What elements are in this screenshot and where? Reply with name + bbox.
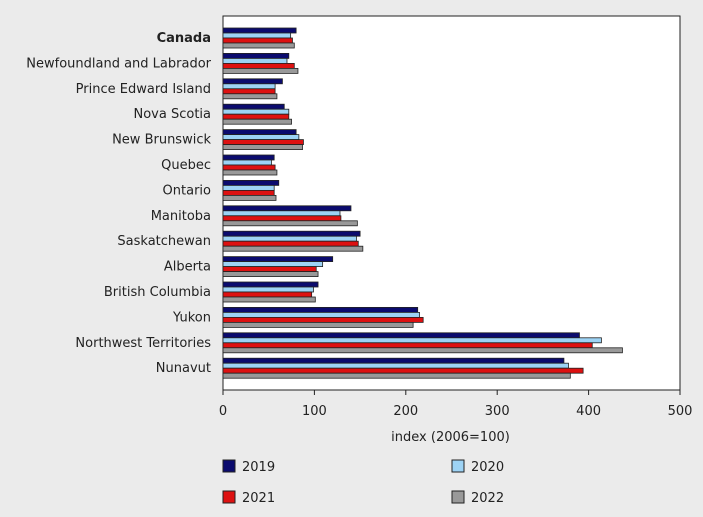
category-label: British Columbia (104, 285, 211, 300)
bar-2019-northwest-territories (222, 332, 580, 339)
x-tick-label: 0 (219, 404, 227, 419)
x-tick-label: 400 (576, 404, 601, 419)
legend-swatch-2021 (222, 490, 236, 504)
bar-2021-new-brunswick (222, 139, 304, 146)
bar-2019-nunavut (222, 357, 565, 364)
bar-2022-manitoba (222, 220, 358, 227)
bar-2022-alberta (222, 271, 319, 278)
x-axis-label: index (2006=100) (391, 430, 510, 445)
bar-2020-nunavut (222, 362, 569, 369)
bar-2019-quebec (222, 154, 275, 161)
category-label: Nova Scotia (134, 107, 212, 122)
bar-2022-newfoundland-and-labrador (222, 68, 299, 74)
bar-2021-nova-scotia (222, 113, 290, 120)
bar-2019-new-brunswick (222, 129, 297, 136)
x-tick-label: 100 (302, 404, 327, 419)
bar-2020-northwest-territories (222, 337, 602, 344)
bar-2020-canada (222, 32, 292, 39)
legend-label-2019: 2019 (242, 460, 275, 475)
legend-swatch-2020 (451, 459, 465, 473)
bar-2021-quebec (222, 164, 276, 171)
bar-2022-ontario (222, 194, 277, 201)
bar-2022-yukon (222, 321, 414, 328)
legend-label-2022: 2022 (471, 491, 504, 506)
bar-2022-prince-edward-island (222, 93, 278, 100)
bar-2021-newfoundland-and-labrador (222, 63, 295, 69)
category-label: Alberta (164, 260, 211, 275)
bar-2019-british-columbia (222, 281, 319, 288)
x-tick-label: 500 (668, 404, 693, 419)
category-label: Canada (157, 31, 211, 46)
legend-label-2020: 2020 (471, 460, 504, 475)
bar-2021-ontario (222, 189, 275, 196)
bar-2020-manitoba (222, 210, 341, 217)
bar-2019-prince-edward-island (222, 78, 283, 85)
bar-2021-alberta (222, 266, 317, 273)
bar-2022-saskatchewan (222, 245, 364, 252)
bar-2022-nunavut (222, 372, 571, 379)
bar-2019-nova-scotia (222, 103, 285, 110)
bar-2020-alberta (222, 261, 324, 268)
bar-2022-british-columbia (222, 296, 316, 303)
legend-swatch-2019 (222, 459, 236, 473)
bar-2019-canada (222, 27, 297, 34)
category-label: Saskatchewan (117, 234, 211, 249)
bar-2021-northwest-territories (222, 342, 593, 349)
category-label: New Brunswick (112, 133, 211, 148)
bar-2020-ontario (222, 184, 275, 191)
x-tick-label: 200 (393, 404, 418, 419)
bar-2020-newfoundland-and-labrador (222, 58, 288, 64)
legend-swatch-2022 (451, 490, 465, 504)
bar-2022-northwest-territories (222, 347, 623, 354)
category-label: Nunavut (156, 361, 211, 376)
bar-2020-prince-edward-island (222, 83, 276, 90)
bar-2021-manitoba (222, 215, 342, 222)
category-label: Ontario (163, 183, 211, 198)
bar-2022-nova-scotia (222, 118, 292, 125)
bar-2022-new-brunswick (222, 144, 303, 151)
bar-2019-manitoba (222, 205, 352, 212)
category-label: Prince Edward Island (76, 82, 211, 97)
bar-2020-new-brunswick (222, 134, 300, 141)
x-tick-label: 300 (485, 404, 510, 419)
bar-2020-quebec (222, 159, 272, 166)
category-label: Yukon (172, 310, 211, 325)
bar-2020-nova-scotia (222, 108, 290, 115)
bar-2019-ontario (222, 179, 280, 186)
bar-2021-saskatchewan (222, 240, 359, 247)
category-label: Newfoundland and Labrador (26, 56, 211, 71)
bar-2021-british-columbia (222, 291, 313, 298)
bar-2022-canada (222, 42, 295, 49)
bar-2021-prince-edward-island (222, 88, 276, 95)
bar-2022-quebec (222, 169, 278, 176)
category-label: Quebec (161, 158, 211, 173)
bar-2019-yukon (222, 306, 419, 313)
category-label: Manitoba (151, 209, 211, 224)
legend-label-2021: 2021 (242, 491, 275, 506)
bar-2020-yukon (222, 311, 420, 318)
bar-2019-alberta (222, 256, 334, 263)
bar-2021-canada (222, 37, 293, 44)
bar-2021-nunavut (222, 367, 584, 374)
bar-2020-saskatchewan (222, 235, 357, 242)
bar-2021-yukon (222, 316, 424, 323)
bar-2019-saskatchewan (222, 230, 361, 237)
category-label: Northwest Territories (75, 336, 211, 351)
bar-2020-british-columbia (222, 286, 314, 293)
bar-2019-newfoundland-and-labrador (222, 53, 290, 59)
